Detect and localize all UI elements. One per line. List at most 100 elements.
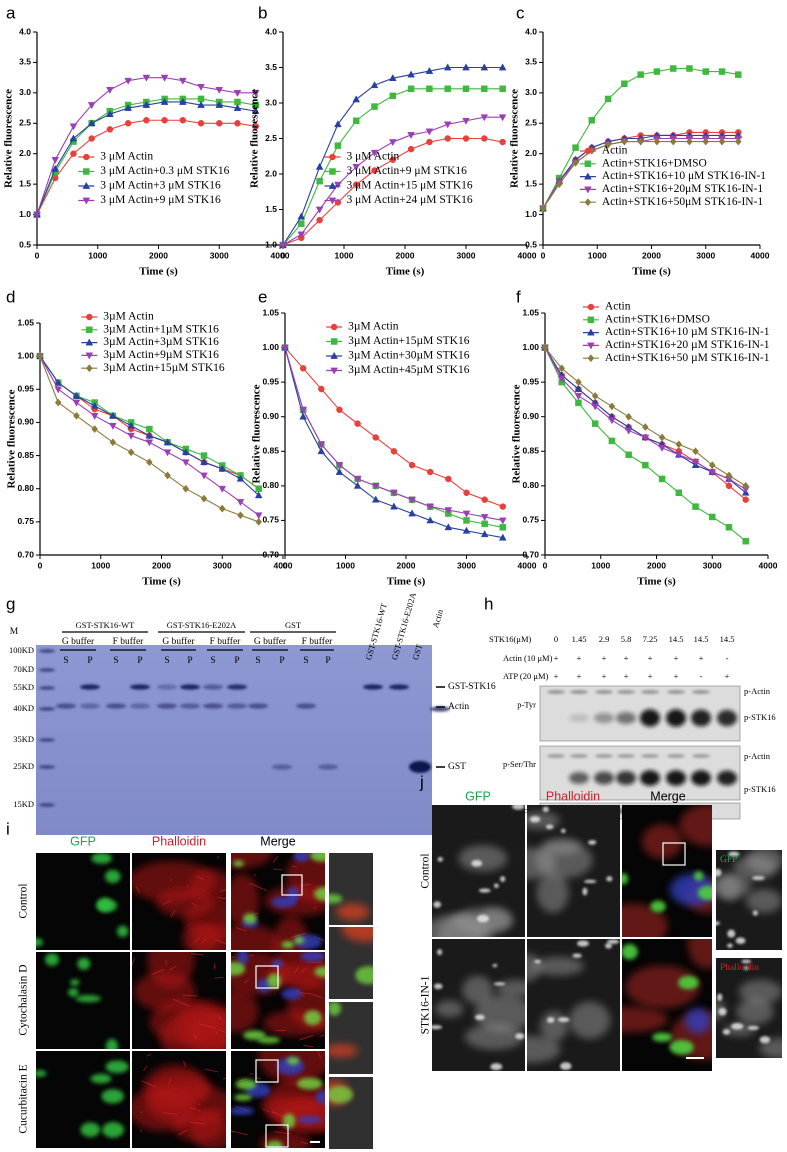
- cell: [329, 893, 343, 904]
- micrograph-content: [36, 1051, 130, 1148]
- x-tick-label: 3000: [696, 250, 715, 260]
- cell: [650, 900, 666, 913]
- cell: [722, 1029, 731, 1035]
- micrograph: [432, 805, 525, 937]
- buffer-label: G buffer: [162, 636, 195, 647]
- data-point: [692, 447, 699, 456]
- legend-marker: [584, 147, 592, 155]
- fiber: [141, 1080, 156, 1088]
- cell: [36, 938, 44, 947]
- data-point: [106, 110, 114, 118]
- gel-band: [80, 703, 100, 709]
- data-point: [370, 81, 379, 89]
- data-point: [72, 399, 81, 407]
- x-tick-label: 3000: [213, 560, 232, 570]
- column-header: GFP: [465, 789, 491, 803]
- group-label: GST-STK16-E202A: [167, 620, 237, 630]
- legend-label: 3µM Actin+9µM STK16: [103, 349, 219, 361]
- fiber: [169, 879, 172, 881]
- size-marker-label: 15KD: [13, 799, 34, 809]
- blot: [539, 685, 741, 742]
- cell: [303, 1010, 322, 1026]
- micrograph: [132, 952, 226, 1049]
- data-point: [499, 503, 507, 510]
- blot-band: [640, 770, 660, 786]
- x-tick-label: 4000: [518, 250, 537, 260]
- data-point: [90, 401, 99, 409]
- inset-image: [329, 1077, 373, 1149]
- y-tick-label: 1.00: [262, 342, 279, 352]
- fiber: [198, 1023, 216, 1029]
- legend-label: Actin+STK16+50 µM STK16-IN-1: [605, 352, 770, 364]
- gel-band: [203, 684, 223, 690]
- fiber: [132, 957, 135, 965]
- x-axis-label: Time (s): [386, 266, 425, 278]
- x-tick-label: 3000: [457, 250, 476, 260]
- blot-band: [691, 770, 711, 786]
- y-tick-label: 1.00: [522, 342, 539, 352]
- panel-letter: j: [419, 772, 424, 791]
- micrograph-content: [132, 853, 226, 950]
- gel-band: [56, 703, 76, 709]
- cell: [464, 1024, 524, 1050]
- data-point: [109, 411, 117, 419]
- data-point: [178, 97, 187, 105]
- gel-band: [227, 703, 247, 709]
- data-point: [160, 97, 169, 105]
- y-tick-label: 0.85: [522, 446, 539, 456]
- cell: [329, 1044, 359, 1058]
- gel-band: [272, 764, 292, 770]
- cell: [560, 1062, 572, 1071]
- fiber: [163, 900, 172, 905]
- micrograph-content: [36, 952, 130, 1049]
- fiber: [317, 1051, 322, 1059]
- cell: [329, 1002, 341, 1016]
- cell: [493, 883, 499, 889]
- fiber: [293, 966, 299, 974]
- data-point: [145, 431, 154, 439]
- legend-marker: [328, 181, 337, 189]
- micrograph: [132, 1051, 226, 1148]
- cell: [77, 957, 91, 970]
- blot-label: Actin: [517, 805, 537, 815]
- gel-band: [363, 684, 383, 690]
- gel-band: [389, 684, 409, 690]
- cell: [512, 805, 525, 810]
- y-tick-label: 0.90: [262, 411, 279, 421]
- data-point: [91, 425, 99, 434]
- data-point: [353, 481, 362, 489]
- data-point: [443, 63, 452, 71]
- series-line: [39, 355, 259, 523]
- gel-band: [130, 703, 150, 709]
- data-point: [146, 425, 153, 433]
- cell: [540, 1011, 568, 1042]
- data-point: [407, 145, 415, 153]
- cell: [257, 1036, 280, 1044]
- condition-value: +: [577, 671, 582, 681]
- panel-letter: h: [484, 594, 493, 613]
- x-tick-label: 4000: [759, 560, 778, 570]
- data-point: [462, 526, 471, 534]
- y-tick-label: 1.05: [17, 317, 34, 327]
- cell: [527, 847, 556, 880]
- gel-band: [39, 668, 55, 672]
- micrograph-content: [329, 1002, 373, 1074]
- fiber: [231, 1129, 234, 1133]
- data-point: [658, 475, 666, 483]
- roi-box: [265, 1124, 289, 1148]
- y-tick-label: 2.5: [265, 133, 277, 143]
- panel-letter: i: [6, 819, 10, 838]
- data-point: [642, 461, 649, 469]
- data-point: [371, 103, 378, 110]
- cell: [568, 1001, 611, 1039]
- lane-label: Actin: [430, 607, 445, 629]
- cell: [718, 1007, 727, 1016]
- fiber: [163, 1112, 178, 1116]
- cell: [80, 1122, 101, 1138]
- data-point: [604, 95, 612, 103]
- cell: [159, 1009, 226, 1049]
- fiber: [244, 978, 250, 984]
- fraction-label: S: [210, 656, 215, 666]
- legend-marker: [82, 181, 91, 189]
- cell: [300, 952, 325, 962]
